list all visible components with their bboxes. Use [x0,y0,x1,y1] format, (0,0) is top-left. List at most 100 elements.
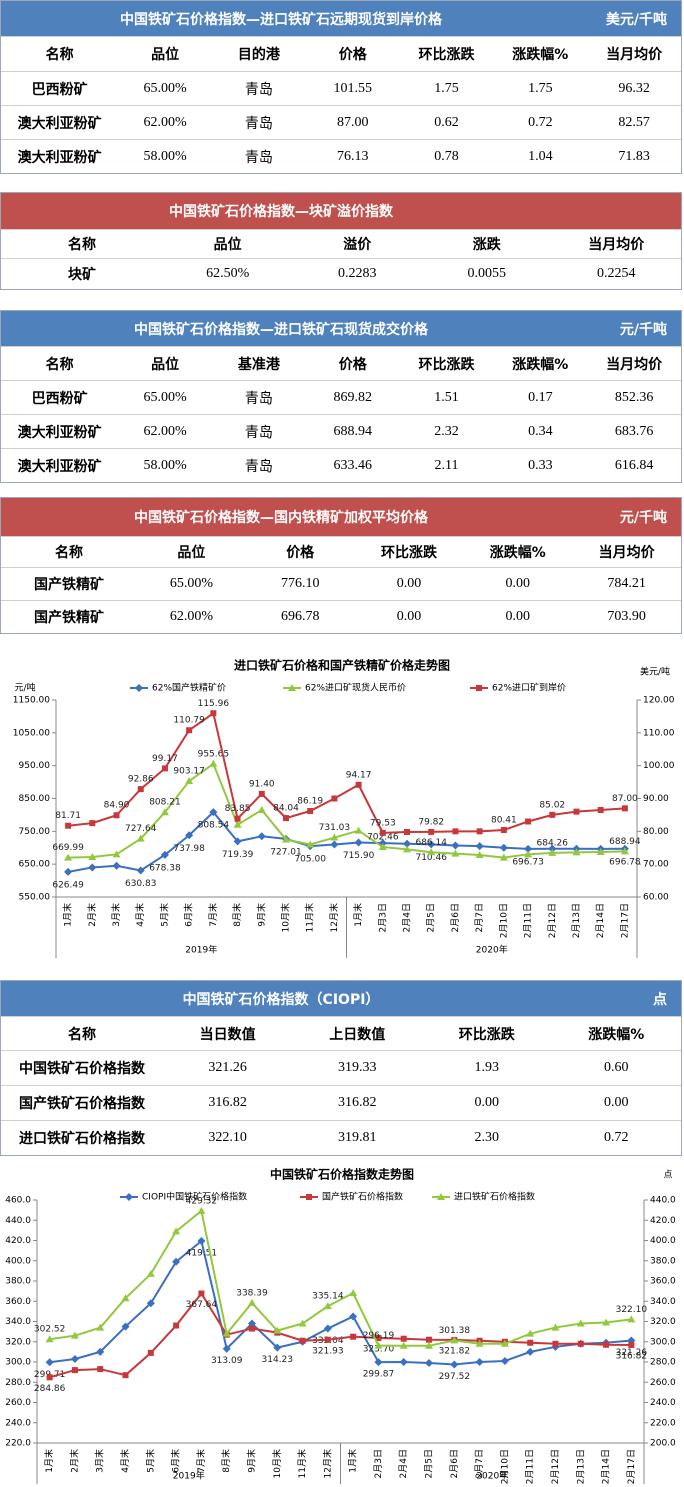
marker [499,853,508,861]
table-row: 进口铁矿石价格指数 322.10 319.81 2.30 0.72 [1,1120,681,1155]
legend-label: 62%进口矿到岸价 [492,682,566,694]
x-tick-label: 1月末 [43,1449,55,1473]
x-tick-label: 5月末 [144,1449,156,1473]
chart-title: 进口铁矿石价格和国产铁精矿价格走势图 [234,658,450,673]
data-label: 727.01 [270,847,302,857]
data-label: 79.82 [418,817,444,827]
column-header: 环比涨跌 [418,47,475,63]
x-tick-label: 3月末 [110,903,122,927]
x-tick-label: 2月7日 [474,1449,485,1478]
legend-label: 62%进口矿现货人民币价 [305,682,406,694]
table-cell: 319.81 [337,1130,377,1145]
marker [172,1227,181,1235]
marker [476,685,482,691]
table-cell: 62.50% [206,266,250,281]
marker [378,842,387,850]
marker [399,1358,408,1366]
marker [198,1290,205,1297]
marker [299,1337,306,1344]
data-label: 94.17 [346,770,372,780]
marker [524,844,533,853]
table-cell: 澳大利亚粉矿 [17,424,102,441]
table-cell: 62.00% [143,114,187,130]
marker [234,815,241,822]
table-cell: 国产铁精矿 [34,610,104,626]
x-tick-label: 1月末 [62,903,74,927]
data-label: 87.00 [612,794,638,804]
data-label: 429.32 [186,1196,218,1206]
x-tick-label: 7月末 [207,903,219,927]
tick-label: 240.0 [650,1398,676,1408]
table-cell: 青岛 [244,116,273,132]
marker [306,1194,312,1200]
data-label: 737.98 [173,844,205,854]
marker [500,826,507,833]
marker [209,808,218,817]
table-cell: 65.00% [169,576,213,591]
marker [112,861,121,870]
table-cell: 1.93 [474,1060,499,1075]
x-tick-label: 2月10日 [498,903,509,938]
series-line [49,1239,632,1366]
tick-label: 420.0 [5,1236,31,1246]
marker [552,1340,559,1347]
data-label: 335.14 [312,1292,344,1302]
x-tick-label: 2月17日 [619,903,630,938]
tick-label: 440.0 [5,1216,31,1226]
tick-label: 100.00 [643,761,675,771]
column-header: 名称 [67,1026,96,1043]
tick-label: 380.0 [650,1256,676,1266]
table-cell: 巴西粉矿 [31,81,88,98]
column-header: 基准港 [237,356,280,373]
column-header: 品位 [213,237,242,253]
column-header: 品位 [151,356,180,373]
table-unit: 元/千吨 [619,510,667,526]
data-label: 678.38 [149,863,181,873]
marker [64,867,73,876]
x-tick-label: 2月4日 [402,903,413,932]
marker [273,1343,282,1352]
tick-label: 220.0 [5,1439,31,1449]
column-header: 上日数值 [329,1026,386,1043]
data-label: 321.82 [439,1346,471,1356]
table-cell: 0.00 [604,1095,629,1110]
table-cell: 319.33 [337,1060,377,1075]
data-label: 115.96 [198,699,230,709]
table-cell: 巴西粉矿 [31,390,88,407]
x-tick-label: 12月末 [328,903,340,932]
legend-label: 62%国产铁精矿价 [152,682,226,694]
marker [476,828,483,835]
table-header: 中国铁矿石价格指数—国内铁精矿加权平均价格 元/千吨 [1,498,681,536]
column-header-row: 名称 品位 溢价 涨跌 当月均价 [1,229,681,258]
series-line [68,762,625,859]
marker [88,863,97,872]
data-label: 92.86 [128,775,154,785]
data-label: 321.26 [616,1348,648,1358]
table-cell: 0.00 [396,609,422,624]
table-cell: 青岛 [244,150,273,166]
data-label: 686.14 [415,838,447,848]
tick-label: 240.0 [5,1418,31,1428]
data-label: 284.86 [34,1384,66,1394]
marker [247,1319,256,1328]
tick-label: 340.0 [650,1297,676,1307]
marker [173,1322,180,1329]
table-cell: 65.00% [143,389,187,405]
tick-label: 750.00 [19,827,51,837]
data-label: 296.19 [363,1331,395,1341]
data-label: 297.52 [439,1372,471,1382]
data-label: 91.40 [249,779,275,789]
table-row: 国产铁矿石价格指数 316.82 316.82 0.00 0.00 [1,1085,681,1120]
marker [88,852,97,860]
tick-label: 420.0 [650,1216,676,1226]
legend-label: 进口铁矿石价格指数 [454,1191,535,1203]
table-cell: 国产铁矿石价格指数 [18,1096,145,1112]
marker [524,850,533,858]
column-header: 涨跌幅% [512,356,569,373]
data-label: 301.38 [439,1326,471,1336]
marker [135,684,143,692]
marker [65,822,72,829]
table-cell: 2.30 [474,1130,499,1145]
column-header: 价格 [338,47,367,63]
